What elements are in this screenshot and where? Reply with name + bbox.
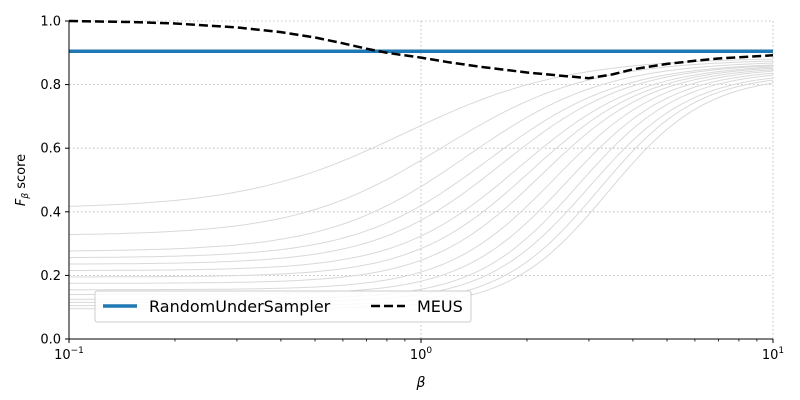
x-tick-label-base: 10 (54, 348, 71, 363)
x-tick-label-exponent: 0 (426, 346, 432, 356)
background-curve (69, 82, 774, 310)
background-curves (68, 58, 774, 310)
legend-label-random-under-sampler: RandomUnderSampler (149, 297, 331, 316)
background-curve (69, 65, 774, 265)
background-curve (69, 67, 774, 278)
x-tick-label-exponent: 1 (778, 346, 784, 356)
ticks: 0.00.20.40.60.81.010−1 100 101 (40, 15, 784, 364)
background-curve (69, 70, 774, 291)
x-tick-label-base: 10 (410, 348, 427, 363)
legend: RandomUnderSampler MEUS (94, 290, 472, 323)
y-tick-label: 0.8 (40, 78, 61, 93)
background-curve (68, 58, 774, 207)
x-tick-label: 100 (410, 346, 433, 363)
series-line-meus (68, 19, 774, 80)
background-curve (69, 66, 774, 271)
y-axis-label-rest: score (14, 154, 29, 193)
background-curve (68, 64, 774, 259)
y-tick-label: 1.0 (40, 15, 61, 30)
y-tick-label: 0.4 (40, 205, 61, 220)
y-tick-label: 0.6 (40, 142, 61, 157)
series-group (68, 19, 774, 80)
background-curve (68, 60, 774, 236)
x-tick-label-exponent: −1 (71, 346, 84, 356)
legend-box (94, 290, 472, 323)
x-tick-label-base: 10 (762, 348, 779, 363)
x-tick-label: 101 (762, 346, 784, 363)
x-axis-label: β (416, 375, 426, 391)
y-axis-label-sub: β (21, 193, 31, 200)
y-axis-label-main: F (14, 198, 29, 206)
x-tick-label: 10−1 (54, 346, 84, 363)
legend-label-meus: MEUS (417, 297, 463, 316)
y-axis-label: Fβ score (14, 154, 31, 206)
background-curve (69, 69, 774, 284)
y-tick-label: 0.0 (40, 333, 61, 348)
y-tick-label: 0.2 (40, 269, 61, 284)
background-curve (69, 62, 774, 252)
